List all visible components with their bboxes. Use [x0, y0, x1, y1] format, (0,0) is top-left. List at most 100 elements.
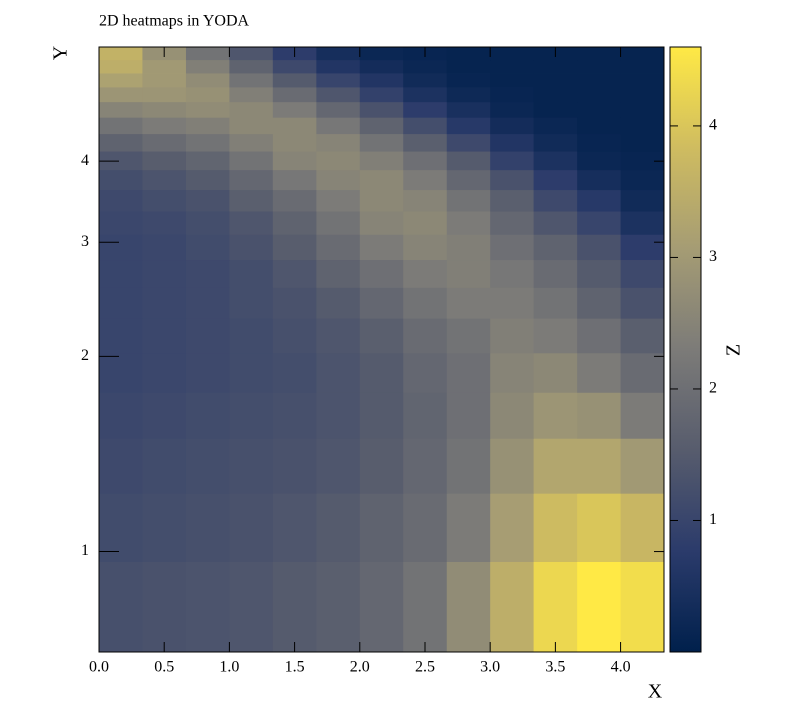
heatmap-cell [490, 234, 535, 261]
heatmap-cell [99, 59, 143, 74]
heatmap-cell [99, 189, 143, 212]
y-tick-label: 1 [81, 542, 89, 559]
heatmap-cell [359, 101, 404, 118]
heatmap-cell [446, 133, 491, 152]
heatmap-cell [142, 151, 187, 171]
heatmap-cell [577, 287, 621, 319]
heatmap-cell [185, 47, 230, 61]
heatmap-cell [446, 169, 491, 191]
heatmap-cell [490, 352, 535, 393]
heatmap-cell [403, 493, 448, 562]
heatmap-cell [272, 318, 317, 354]
heatmap-cell [229, 234, 274, 261]
heatmap-cell [316, 73, 361, 88]
heatmap-cell [185, 438, 230, 494]
y-tick-label: 2 [81, 347, 89, 364]
heatmap-cell [403, 392, 448, 439]
heatmap-cell [359, 392, 404, 439]
heatmap-cell [446, 59, 491, 74]
heatmap-cell [533, 117, 578, 135]
heatmap-cell [316, 189, 361, 212]
heatmap-cell [229, 392, 274, 439]
heatmap-cell [620, 117, 665, 135]
heatmap-cell [533, 438, 578, 494]
heatmap-cell [577, 352, 621, 393]
heatmap-cell [446, 392, 491, 439]
heatmap-cell [272, 493, 317, 562]
heatmap-cell [142, 73, 187, 88]
heatmap-cell [533, 561, 578, 653]
heatmap-cell [403, 73, 448, 88]
heatmap-cell [490, 189, 535, 212]
heatmap-cell [142, 318, 187, 354]
heatmap-cell [533, 392, 578, 439]
heatmap-cell [620, 493, 665, 562]
heatmap-cell [142, 287, 187, 319]
heatmap-cell [99, 151, 143, 171]
heatmap-cell [359, 117, 404, 135]
heatmap-cell [577, 73, 621, 88]
heatmap-cell [359, 318, 404, 354]
heatmap-cell [272, 117, 317, 135]
x-tick-label: 4.0 [611, 659, 631, 676]
heatmap-cell [185, 211, 230, 235]
y-tick-label: 4 [81, 152, 89, 169]
heatmap-cell [316, 318, 361, 354]
heatmap-cell [229, 151, 274, 171]
heatmap-cell [99, 133, 143, 152]
heatmap-cell [533, 73, 578, 88]
heatmap-cell [142, 234, 187, 261]
heatmap-cell [272, 259, 317, 288]
heatmap-cell [272, 211, 317, 235]
heatmap-cell [142, 169, 187, 191]
heatmap-cell [229, 133, 274, 152]
heatmap-cell [229, 117, 274, 135]
x-tick-label: 1.5 [285, 659, 305, 676]
heatmap-cell [272, 151, 317, 171]
plot-frame [98, 46, 665, 653]
heatmap-cell [620, 133, 665, 152]
heatmap-cell [359, 259, 404, 288]
heatmap-cell [185, 493, 230, 562]
x-tick-label: 2.0 [350, 659, 370, 676]
heatmap-cell [359, 87, 404, 103]
heatmap-cell [533, 318, 578, 354]
heatmap-cell [142, 133, 187, 152]
heatmap-cell [99, 47, 143, 61]
heatmap-cell [403, 189, 448, 212]
heatmap-cell [316, 151, 361, 171]
heatmap-cell [99, 318, 143, 354]
heatmap-cell [577, 211, 621, 235]
heatmap-cell [316, 169, 361, 191]
colorbar [669, 46, 702, 653]
heatmap-cell [403, 133, 448, 152]
heatmap-cell [142, 259, 187, 288]
heatmap-cell [446, 47, 491, 61]
heatmap-cell [229, 59, 274, 74]
heatmap-cell [316, 59, 361, 74]
heatmap-cell [99, 287, 143, 319]
heatmap-cell [533, 101, 578, 118]
heatmap-cell [142, 87, 187, 103]
heatmap-cell [620, 392, 665, 439]
heatmap-cell [229, 87, 274, 103]
heatmap-cell [185, 87, 230, 103]
x-tick-label: 1.0 [219, 659, 239, 676]
heatmap-cell [490, 101, 535, 118]
x-tick-label: 3.0 [480, 659, 500, 676]
heatmap-cell [229, 47, 274, 61]
heatmap-cell [403, 211, 448, 235]
heatmap-cell [99, 259, 143, 288]
heatmap-cell [142, 101, 187, 118]
heatmap-cell [490, 259, 535, 288]
heatmap-cell [446, 211, 491, 235]
heatmap-cell [316, 211, 361, 235]
heatmap-cell [359, 287, 404, 319]
heatmap-cell [533, 352, 578, 393]
heatmap-cell [316, 133, 361, 152]
x-tick-label: 3.5 [545, 659, 565, 676]
heatmap-cell [620, 151, 665, 171]
heatmap-cell [359, 59, 404, 74]
heatmap-cell [490, 87, 535, 103]
